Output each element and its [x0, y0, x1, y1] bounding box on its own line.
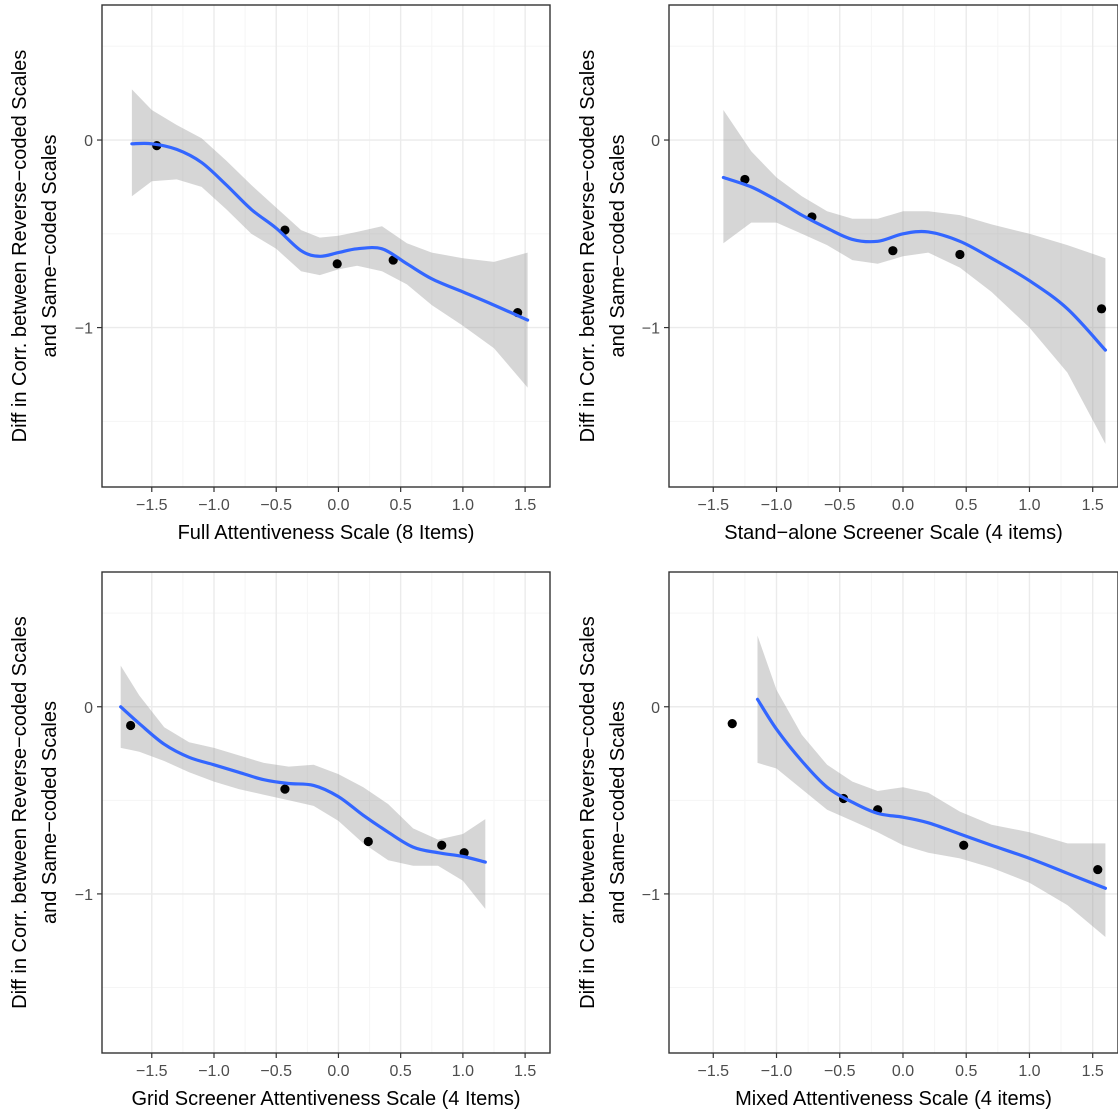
data-point	[363, 836, 373, 847]
y-tick-label: −1	[75, 321, 93, 338]
data-point	[126, 720, 136, 731]
y-axis-title-line-1: Diff in Corr. between Reverse−coded Scal…	[577, 50, 599, 443]
x-tick-label: 1.0	[1018, 1063, 1040, 1080]
x-tick-label: −0.5	[824, 497, 856, 514]
x-tick-label: −1.0	[198, 1063, 230, 1080]
panel-2: −1.5 −1.0 −0.5 0.0 0.5 1.0 1.5 0 −1 Stand−alone …	[577, 4, 1118, 544]
smooth-line	[130, 141, 530, 322]
panel-border	[668, 4, 1118, 488]
x-tick-label: −1.5	[697, 497, 729, 514]
x-tick-label: −1.5	[136, 497, 168, 514]
x-tick-label: −1.0	[198, 497, 230, 514]
panel-3: −1.5 −1.0 −0.5 0.0 0.5 1.0 1.5 0 −1 Grid Screene…	[9, 571, 551, 1110]
plot-layer: −1.5 −1.0 −0.5 0.0 0.5 1.0 1.5 0 −1	[75, 571, 551, 1080]
data-point	[727, 718, 737, 729]
plot-layer: −1.5 −1.0 −0.5 0.0 0.5 1.0 1.5 0 −1	[75, 4, 551, 514]
x-axis-title: Stand−alone Screener Scale (4 items)	[724, 522, 1063, 544]
x-tick-label: 1.0	[452, 1063, 474, 1080]
confidence-ribbon	[757, 635, 1106, 937]
x-tick-label: −1.0	[761, 497, 793, 514]
y-axis-title-line-2: and Same−coded Scales	[39, 135, 61, 358]
data-point	[888, 246, 898, 256]
data-point	[955, 249, 965, 260]
x-tick-label: 1.0	[452, 497, 474, 514]
x-tick-label: 0.5	[955, 497, 977, 514]
smooth-line	[755, 697, 1107, 890]
x-tick-label: 1.0	[1018, 497, 1040, 514]
y-tick-label: −1	[642, 887, 660, 904]
x-tick-label: 1.5	[1082, 1063, 1104, 1080]
data-point	[332, 259, 342, 269]
x-tick-label: 0.0	[327, 1063, 349, 1080]
data-point	[280, 784, 290, 794]
data-point	[1093, 864, 1103, 875]
y-tick-label: −1	[75, 887, 93, 904]
y-tick-label: −1	[642, 321, 660, 338]
data-point	[959, 840, 969, 850]
x-tick-label: 0.5	[390, 497, 412, 514]
panel-border	[101, 4, 551, 488]
y-axis-title-line-1: Diff in Corr. between Reverse−coded Scal…	[9, 616, 31, 1009]
x-axis-title: Full Attentiveness Scale (8 Items)	[178, 522, 475, 544]
x-tick-label: −1.5	[697, 1063, 729, 1080]
y-tick-label: 0	[651, 133, 660, 150]
y-axis-title-line-2: and Same−coded Scales	[39, 701, 61, 924]
x-tick-label: 0.0	[892, 1063, 914, 1080]
y-tick-label: 0	[651, 700, 660, 717]
panel-border	[101, 571, 551, 1054]
x-tick-label: 0.5	[955, 1063, 977, 1080]
panel-1: −1.5 −1.0 −0.5 0.0 0.5 1.0 1.5 0 −1 Full Attenti…	[9, 4, 551, 544]
y-axis-title-line-2: and Same−coded Scales	[607, 701, 629, 924]
y-tick-label: 0	[84, 700, 93, 717]
x-tick-label: −0.5	[260, 1063, 292, 1080]
smooth-line	[721, 175, 1107, 352]
data-point	[1096, 304, 1107, 314]
x-tick-label: 0.5	[390, 1063, 412, 1080]
panel-4: −1.5 −1.0 −0.5 0.0 0.5 1.0 1.5 0 −1 Mixed Attent…	[577, 571, 1118, 1110]
plot-layer: −1.5 −1.0 −0.5 0.0 0.5 1.0 1.5 0 −1	[642, 571, 1118, 1080]
y-axis-title-line-2: and Same−coded Scales	[607, 135, 629, 358]
x-tick-label: 1.5	[514, 1063, 536, 1080]
x-tick-label: 1.5	[1082, 497, 1104, 514]
panel-border	[668, 571, 1118, 1054]
x-axis-title: Mixed Attentiveness Scale (4 items)	[735, 1088, 1052, 1110]
y-axis-title-line-1: Diff in Corr. between Reverse−coded Scal…	[577, 616, 599, 1009]
confidence-ribbon	[131, 89, 528, 388]
smooth-line	[119, 705, 487, 864]
x-tick-label: 0.0	[327, 497, 349, 514]
x-tick-label: 0.0	[892, 497, 914, 514]
y-axis-title-line-1: Diff in Corr. between Reverse−coded Scal…	[9, 50, 31, 443]
data-point	[437, 840, 447, 850]
y-tick-label: 0	[84, 133, 93, 150]
plot-layer: −1.5 −1.0 −0.5 0.0 0.5 1.0 1.5 0 −1	[642, 4, 1118, 514]
confidence-ribbon	[120, 665, 486, 909]
x-tick-label: −1.5	[136, 1063, 168, 1080]
x-tick-label: 1.5	[514, 497, 536, 514]
x-tick-label: −0.5	[260, 497, 292, 514]
x-tick-label: −0.5	[824, 1063, 856, 1080]
data-point	[740, 174, 750, 185]
x-axis-title: Grid Screener Attentiveness Scale (4 Ite…	[131, 1088, 520, 1110]
x-tick-label: −1.0	[761, 1063, 793, 1080]
confidence-ribbon	[723, 110, 1106, 444]
